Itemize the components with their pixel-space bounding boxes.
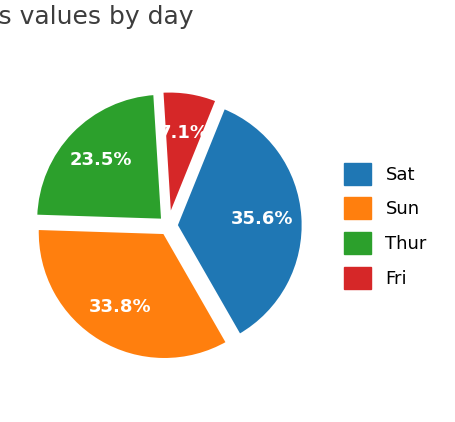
Text: 23.5%: 23.5% xyxy=(70,151,132,169)
Wedge shape xyxy=(176,107,303,336)
Text: 35.6%: 35.6% xyxy=(231,210,293,228)
Text: Tips values by day: Tips values by day xyxy=(0,5,194,30)
Text: 7.1%: 7.1% xyxy=(158,124,208,142)
Text: 33.8%: 33.8% xyxy=(88,298,151,316)
Wedge shape xyxy=(35,93,163,220)
Wedge shape xyxy=(162,91,217,218)
Wedge shape xyxy=(37,228,228,360)
Legend: Sat, Sun, Thur, Fri: Sat, Sun, Thur, Fri xyxy=(337,156,434,296)
